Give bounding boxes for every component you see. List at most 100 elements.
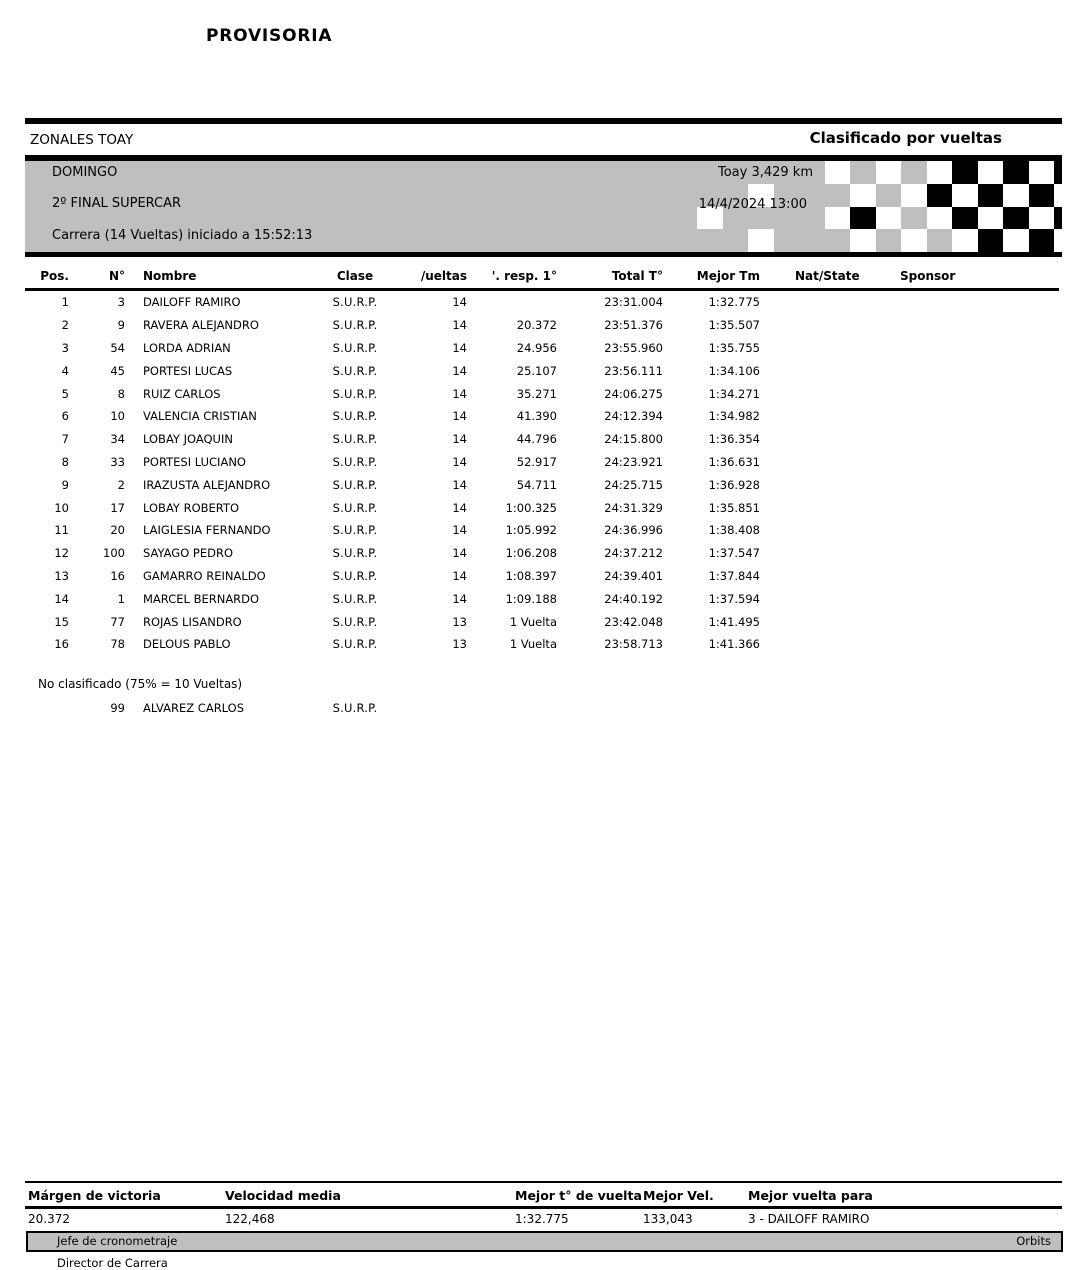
cell-nombre: IRAZUSTA ALEJANDRO [143,477,271,492]
cell-vueltas: 14 [452,523,467,538]
checker-cell [850,229,876,252]
cell-clase: S.U.R.P. [332,637,378,652]
cell-vueltas: 14 [452,295,467,310]
checker-cell [1054,183,1062,207]
checker-cell [722,229,748,252]
cell-nombre: GAMARRO REINALDO [143,568,266,583]
cell-resp: 1:00.325 [505,500,557,515]
cell-clase: S.U.R.P. [332,318,378,333]
checker-cell [1003,161,1029,184]
cell-total: 24:12.394 [604,409,663,424]
signature-bar: Jefe de cronometraje Orbits [26,1231,1063,1252]
cell-num: 34 [110,432,125,447]
cell-num: 77 [110,614,125,629]
result-row: 9 2 IRAZUSTA ALEJANDRO S.U.R.P. 14 54.71… [25,473,1059,496]
result-row: 5 8 RUIZ CARLOS S.U.R.P. 14 35.271 24:06… [25,382,1059,405]
cell-clase: S.U.R.P. [332,500,378,515]
orbits-brand: Orbits [1016,1234,1051,1248]
session-day: DOMINGO [52,165,118,180]
col-header-mejor: Mejor Tm [663,264,760,291]
result-row: 8 33 PORTESI LUCIANO S.U.R.P. 14 52.917 … [25,451,1059,474]
checker-cell [1003,229,1029,252]
result-row: 10 17 LOBAY ROBERTO S.U.R.P. 14 1:00.325… [25,496,1059,519]
cell-num: 20 [110,523,125,538]
stat-label-avg-speed: Velocidad media [225,1188,341,1203]
checker-cell [901,229,927,252]
stat-label-best-lap-by: Mejor vuelta para [748,1188,873,1203]
checker-cell [1054,229,1062,252]
cell-clase: S.U.R.P. [332,295,378,310]
checker-cell [799,161,825,184]
checker-cell [952,183,978,207]
footer-top-divider [25,1181,1062,1183]
checker-cell [824,229,850,252]
cell-sponsor [875,290,1059,314]
checker-cell [1054,161,1062,184]
result-row: 14 1 MARCEL BERNARDO S.U.R.P. 14 1:09.18… [25,587,1059,610]
cell-resp: 1:08.397 [505,568,557,583]
cell-total: 23:56.111 [604,363,663,378]
cell-sponsor [875,359,1059,382]
cell-sponsor [875,314,1059,337]
cell-resp: 35.271 [516,386,557,401]
cell-nombre: RAVERA ALEJANDRO [143,318,259,333]
cell-num: 10 [110,409,125,424]
cell-num: 9 [117,318,125,333]
cell-vueltas: 14 [452,591,467,606]
checkered-flag [697,161,1062,252]
stat-label-margin: Márgen de victoria [28,1188,161,1203]
cell-vueltas: 13 [452,637,467,652]
cell-pos: 10 [54,500,69,515]
cell-sponsor [875,587,1059,610]
cell-mejor: 1:35.851 [708,500,760,515]
checker-cell [901,206,927,230]
cell-nat [760,314,875,337]
col-header-nat: Nat/State [760,264,875,291]
cell-mejor: 1:41.495 [708,614,760,629]
stat-value-avg-speed: 122,468 [225,1212,275,1226]
cell-clase: S.U.R.P. [332,477,378,492]
stat-value-best-speed: 133,043 [643,1212,693,1226]
checker-cell [722,161,748,184]
cell-total: 24:40.192 [604,591,663,606]
checker-cell [773,161,799,184]
cell-pos: 16 [54,637,69,652]
cell-pos: 8 [61,454,69,469]
cell-clase: S.U.R.P. [332,340,378,355]
stat-label-best-lap: Mejor t° de vuelta [515,1188,642,1203]
cell-mejor: 1:32.775 [708,295,760,310]
cell-resp: 25.107 [516,363,557,378]
cell-pos: 3 [61,340,69,355]
cell-nombre: VALENCIA CRISTIAN [143,409,257,424]
cell-clase: S.U.R.P. [332,363,378,378]
cell-resp: 1:06.208 [505,546,557,561]
cell-num: 100 [103,546,125,561]
checker-cell [926,206,952,230]
cell-nat [760,633,875,656]
col-header-num: N° [69,264,125,291]
cell-nat [760,496,875,519]
cell-resp: 20.372 [516,318,557,333]
cell-resp: 24.956 [516,340,557,355]
checker-cell [722,206,748,230]
footer-mid-divider [25,1206,1062,1209]
cell-nat [760,337,875,360]
cell-mejor: 1:34.106 [708,363,760,378]
cell-nat [760,542,875,565]
not-classified-label: No clasificado (75% = 10 Vueltas) [38,677,243,691]
cell-clase: S.U.R.P. [332,614,378,629]
cell-num: 33 [110,454,125,469]
checker-cell [1028,206,1054,230]
cell-nombre: LAIGLESIA FERNANDO [143,523,271,538]
checker-cell [773,229,799,252]
cell-total: 24:36.996 [604,523,663,538]
cell-mejor: 1:36.928 [708,477,760,492]
cell-sponsor [875,337,1059,360]
result-row: 1 3 DAILOFF RAMIRO S.U.R.P. 14 23:31.004… [25,290,1059,314]
checker-cell [748,183,774,207]
col-header-pos: Pos. [25,264,69,291]
cell-total: 24:37.212 [604,546,663,561]
cell-mejor: 1:34.982 [708,409,760,424]
cell-clase: S.U.R.P. [332,523,378,538]
cell-vueltas: 14 [452,477,467,492]
